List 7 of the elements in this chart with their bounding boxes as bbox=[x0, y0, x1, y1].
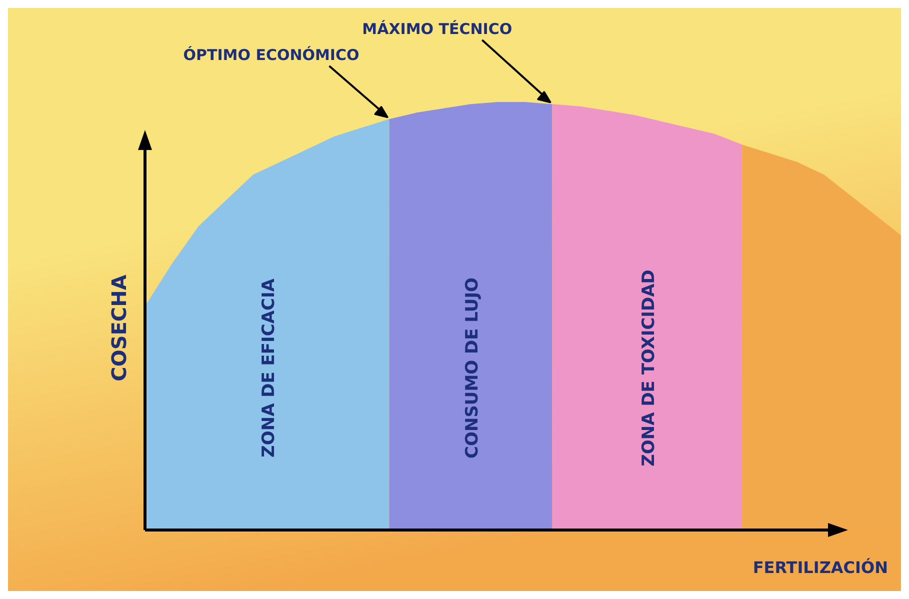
text: ÓPTIMO ECONÓMICO bbox=[183, 46, 360, 64]
y-axis-title: COSECHA bbox=[107, 274, 131, 382]
text: MÁXIMO TÉCNICO bbox=[362, 20, 512, 38]
x-axis-title: FERTILIZACIÓN bbox=[752, 558, 888, 577]
series-label: ZONA DE EFICACIA bbox=[259, 278, 280, 458]
series-label: ZONA DE TOXICIDAD bbox=[639, 270, 660, 466]
series-label: CONSUMO DE LUJO bbox=[462, 278, 483, 458]
